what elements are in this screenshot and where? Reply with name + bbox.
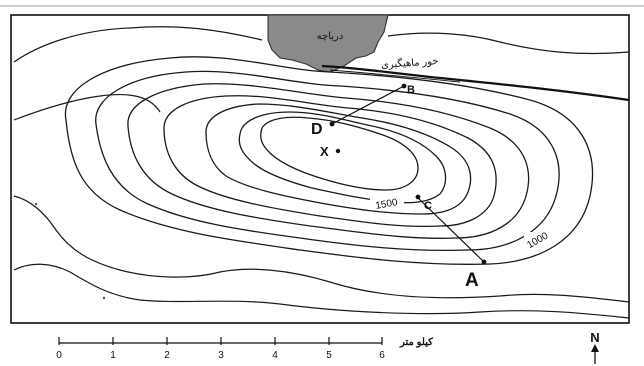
- scale-bar: [58, 337, 383, 345]
- scale-tick-label: 4: [272, 350, 278, 361]
- label-bg: [524, 232, 554, 245]
- scale-tick-label: 1: [110, 350, 116, 361]
- river-label: خور ماهیگیری: [381, 55, 439, 71]
- scale-tick-label: 2: [164, 350, 170, 361]
- scale-tick-label: 6: [379, 350, 385, 361]
- scale-tick-label: 0: [56, 350, 62, 361]
- contour-line: [13, 195, 630, 303]
- map-speck: [102, 296, 106, 300]
- river-bank: [329, 69, 461, 83]
- point-d-label: D: [311, 121, 323, 138]
- contour-line: [205, 103, 472, 215]
- contour-line: [260, 116, 419, 191]
- river-line: [321, 64, 630, 102]
- label-bg: [370, 196, 404, 209]
- contour-line: [163, 95, 497, 228]
- contour-line: [238, 111, 447, 204]
- point-b-marker: [401, 83, 407, 89]
- contour-line: [127, 83, 530, 239]
- point-a-marker: [481, 259, 487, 265]
- lake-label: دریاچه: [317, 31, 344, 42]
- point-c-marker: [415, 194, 421, 200]
- point-c-label: C: [424, 200, 432, 212]
- point-a-label: A: [465, 270, 479, 291]
- contour-line: [13, 26, 630, 63]
- lake-shape: [267, 14, 389, 73]
- point-x-label: X: [320, 144, 329, 159]
- north-arrow-icon: [591, 344, 599, 364]
- profile-line-ca: [415, 195, 485, 263]
- contour-line: [13, 93, 630, 319]
- scale-unit-label: کیلو متر: [399, 337, 433, 348]
- point-d-marker: [329, 121, 335, 127]
- contour-label-1500: 1500: [375, 197, 399, 212]
- contour-line: [64, 56, 594, 265]
- point-b-label: B: [407, 84, 415, 96]
- point-x-marker: [335, 148, 341, 154]
- north-label: N: [590, 330, 599, 345]
- contour-line: [95, 70, 560, 252]
- map-speck: [34, 202, 38, 206]
- profile-line-db: [331, 85, 405, 125]
- scale-tick-label: 3: [218, 350, 224, 361]
- scale-tick-label: 5: [326, 350, 332, 361]
